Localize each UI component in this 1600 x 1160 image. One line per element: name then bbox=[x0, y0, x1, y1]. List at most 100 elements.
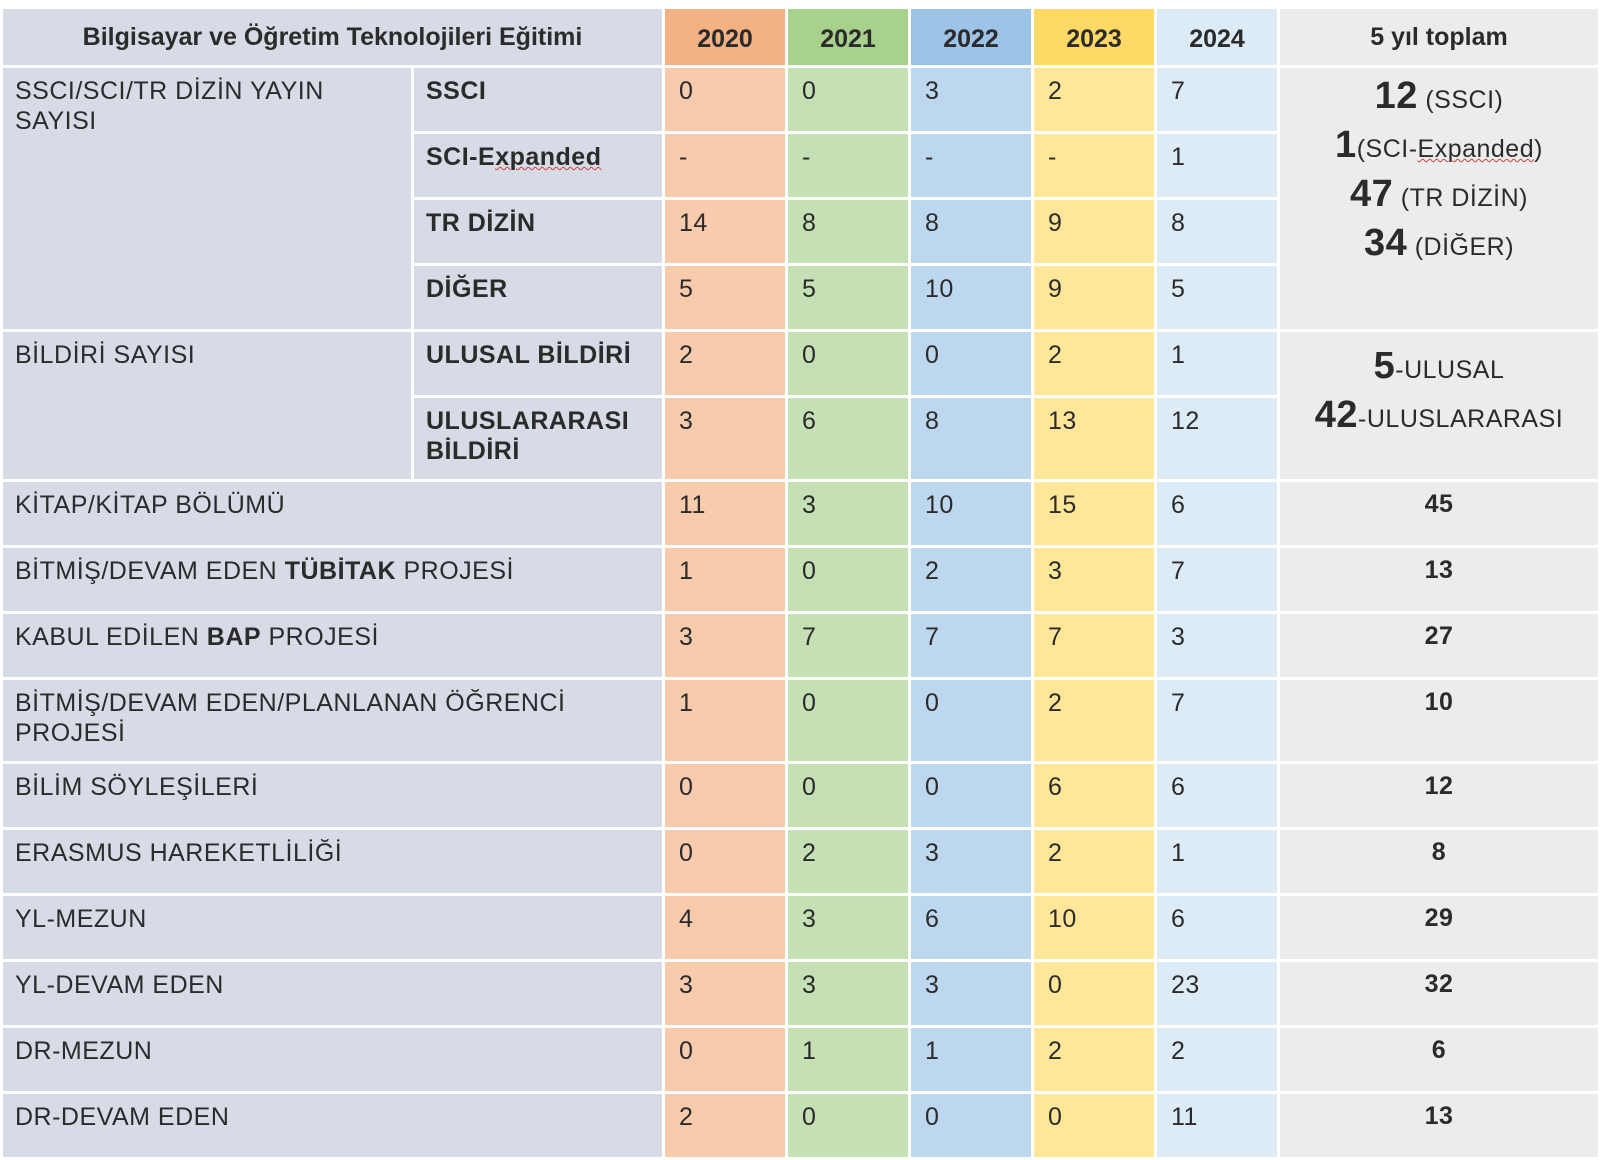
value-cell: 0 bbox=[1031, 1091, 1157, 1160]
value-cell: 11 bbox=[662, 479, 788, 548]
value-cell: 2 bbox=[1031, 827, 1157, 896]
value-cell: 5 bbox=[785, 263, 911, 332]
value-cell: 3 bbox=[1031, 545, 1157, 614]
value-cell: 1 bbox=[785, 1025, 911, 1094]
value-cell: 0 bbox=[662, 65, 788, 134]
value-cell: 7 bbox=[785, 611, 911, 680]
value-cell: 0 bbox=[908, 761, 1034, 830]
value-cell: 6 bbox=[908, 893, 1034, 962]
value-cell: 7 bbox=[1031, 611, 1157, 680]
value-cell: 0 bbox=[785, 329, 911, 398]
table-row: YL-MEZUN 4 3 6 10 6 29 bbox=[0, 893, 1600, 962]
value-cell: 2 bbox=[662, 1091, 788, 1160]
value-cell: 1 bbox=[1154, 827, 1280, 896]
table-row: BİLDİRİ SAYISI ULUSAL BİLDİRİ 2 0 0 2 1 … bbox=[0, 329, 1600, 482]
row-label: ERASMUS HAREKETLİLİĞİ bbox=[0, 827, 665, 896]
value-cell: 7 bbox=[1154, 545, 1280, 614]
group-label-publications: SSCI/SCI/TR DİZİN YAYIN SAYISI bbox=[0, 65, 414, 332]
table-row: BİTMİŞ/DEVAM EDEN/PLANLANAN ÖĞRENCİ PROJ… bbox=[0, 677, 1600, 764]
row-label: BİLİM SÖYLEŞİLERİ bbox=[0, 761, 665, 830]
table-row: BİTMİŞ/DEVAM EDEN TÜBİTAK PROJESİ 1 0 2 … bbox=[0, 545, 1600, 614]
table-row: BİLİM SÖYLEŞİLERİ 0 0 0 6 6 12 bbox=[0, 761, 1600, 830]
value-cell: 4 bbox=[662, 893, 788, 962]
table-title: Bilgisayar ve Öğretim Teknolojileri Eğit… bbox=[0, 6, 665, 68]
value-cell: 0 bbox=[785, 545, 911, 614]
row-label: KİTAP/KİTAP BÖLÜMÜ bbox=[0, 479, 665, 548]
total-line-diger: 34 (DİĞER) bbox=[1363, 222, 1515, 264]
value-cell: 2 bbox=[1154, 1025, 1280, 1094]
value-cell: 10 bbox=[908, 263, 1034, 332]
value-cell: 0 bbox=[908, 677, 1034, 764]
total-cell: 45 bbox=[1277, 479, 1600, 548]
total-cell-publications: 12 (SSCI) 1(SCI-Expanded) 47 (TR DİZİN) … bbox=[1277, 65, 1600, 332]
sub-label-diger: DİĞER bbox=[411, 263, 665, 332]
value-cell: 3 bbox=[908, 827, 1034, 896]
value-cell: - bbox=[1031, 131, 1157, 200]
total-cell: 32 bbox=[1277, 959, 1600, 1028]
total-cell: 13 bbox=[1277, 1091, 1600, 1160]
value-cell: 2 bbox=[1031, 329, 1157, 398]
table-row: SSCI/SCI/TR DİZİN YAYIN SAYISI SSCI 0 0 … bbox=[0, 65, 1600, 332]
row-label: YL-MEZUN bbox=[0, 893, 665, 962]
total-cell: 12 bbox=[1277, 761, 1600, 830]
stats-table: Bilgisayar ve Öğretim Teknolojileri Eğit… bbox=[0, 6, 1600, 1160]
value-cell: 3 bbox=[785, 479, 911, 548]
value-cell: 2 bbox=[1031, 65, 1157, 134]
value-cell: 2 bbox=[1031, 677, 1157, 764]
value-cell: 1 bbox=[1154, 329, 1280, 398]
table-row: DİĞER 5 5 10 9 5 bbox=[2, 263, 1600, 332]
value-cell: 9 bbox=[1031, 263, 1157, 332]
value-cell: 8 bbox=[1154, 197, 1280, 266]
value-cell: 2 bbox=[1031, 1025, 1157, 1094]
sub-label-ssci: SSCI bbox=[411, 65, 665, 134]
value-cell: 7 bbox=[1154, 677, 1280, 764]
value-cell: 1 bbox=[1154, 131, 1280, 200]
value-cell: 3 bbox=[785, 893, 911, 962]
value-cell: 1 bbox=[662, 545, 788, 614]
value-cell: 6 bbox=[1154, 479, 1280, 548]
value-cell: 6 bbox=[1154, 761, 1280, 830]
total-cell-papers: 5-ULUSAL 42-ULUSLARARASI bbox=[1277, 329, 1600, 482]
table-row: DR-DEVAM EDEN 2 0 0 0 11 13 bbox=[0, 1091, 1600, 1160]
table-row: ULUSLARARASI BİLDİRİ 3 6 8 13 12 bbox=[2, 395, 1600, 482]
total-line-ulusal: 5-ULUSAL bbox=[1373, 345, 1505, 387]
value-cell: 13 bbox=[1031, 395, 1157, 482]
value-cell: 0 bbox=[662, 761, 788, 830]
value-cell: 0 bbox=[662, 1025, 788, 1094]
value-cell: 0 bbox=[785, 677, 911, 764]
value-cell: 0 bbox=[785, 1091, 911, 1160]
sub-label-ulusal-bildiri: ULUSAL BİLDİRİ bbox=[411, 329, 665, 398]
group-label-papers: BİLDİRİ SAYISI bbox=[0, 329, 414, 482]
value-cell: 0 bbox=[662, 827, 788, 896]
total-cell: 13 bbox=[1277, 545, 1600, 614]
value-cell: 0 bbox=[785, 65, 911, 134]
value-cell: 14 bbox=[662, 197, 788, 266]
total-line-tr-dizin: 47 (TR DİZİN) bbox=[1350, 173, 1528, 215]
row-label: YL-DEVAM EDEN bbox=[0, 959, 665, 1028]
table-row: KİTAP/KİTAP BÖLÜMÜ 11 3 10 15 6 45 bbox=[0, 479, 1600, 548]
value-cell: 8 bbox=[785, 197, 911, 266]
year-header-2023: 2023 bbox=[1031, 6, 1157, 68]
value-cell: 6 bbox=[1031, 761, 1157, 830]
value-cell: 3 bbox=[662, 611, 788, 680]
year-header-2020: 2020 bbox=[662, 6, 788, 68]
value-cell: 0 bbox=[785, 761, 911, 830]
row-label: DR-DEVAM EDEN bbox=[0, 1091, 665, 1160]
value-cell: - bbox=[908, 131, 1034, 200]
total-cell: 27 bbox=[1277, 611, 1600, 680]
value-cell: 3 bbox=[785, 959, 911, 1028]
value-cell: 3 bbox=[908, 959, 1034, 1028]
total-line-ssci: 12 (SSCI) bbox=[1374, 75, 1504, 117]
value-cell: 2 bbox=[785, 827, 911, 896]
value-cell: 8 bbox=[908, 395, 1034, 482]
value-cell: 5 bbox=[662, 263, 788, 332]
value-cell: 2 bbox=[662, 329, 788, 398]
row-label: KABUL EDİLEN BAP PROJESİ bbox=[0, 611, 665, 680]
value-cell: 15 bbox=[1031, 479, 1157, 548]
year-header-2022: 2022 bbox=[908, 6, 1034, 68]
total-line-uluslararasi: 42-ULUSLARARASI bbox=[1314, 394, 1564, 436]
table-row: ERASMUS HAREKETLİLİĞİ 0 2 3 2 1 8 bbox=[0, 827, 1600, 896]
value-cell: 6 bbox=[785, 395, 911, 482]
sub-label-uluslararasi-bildiri: ULUSLARARASI BİLDİRİ bbox=[411, 395, 665, 482]
value-cell: 3 bbox=[908, 65, 1034, 134]
